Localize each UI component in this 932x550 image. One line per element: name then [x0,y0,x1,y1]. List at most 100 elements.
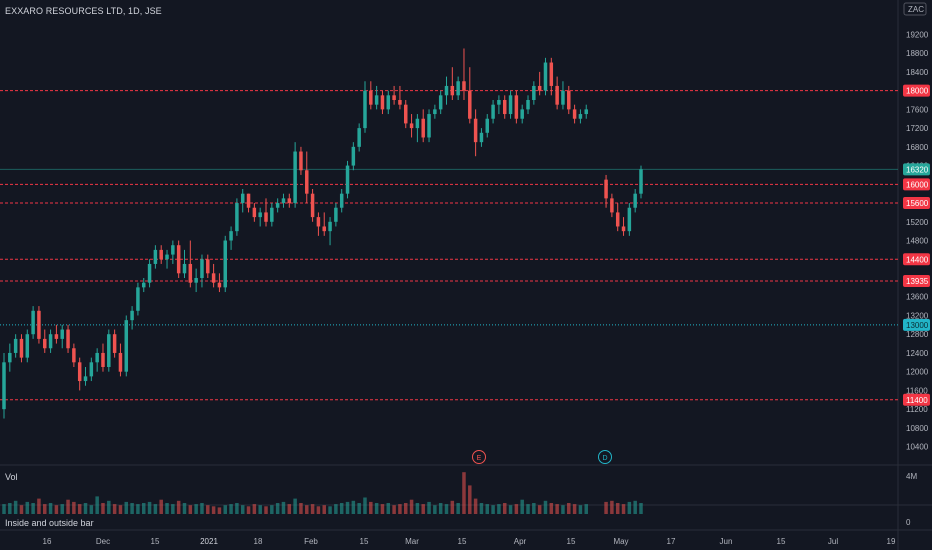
dividend-marker[interactable]: D [598,450,612,464]
candle[interactable] [404,100,408,129]
candle[interactable] [621,217,626,236]
candle[interactable] [159,245,163,264]
candle[interactable] [526,95,530,115]
candle[interactable] [275,198,280,213]
candle[interactable] [31,306,35,339]
candle[interactable] [532,81,536,105]
currency-badge[interactable] [903,2,927,16]
candle[interactable] [165,249,169,269]
candle[interactable] [287,193,292,208]
candle[interactable] [479,128,484,147]
candle[interactable] [549,57,554,96]
candle[interactable] [176,240,181,278]
candle[interactable] [415,114,420,143]
candle[interactable] [188,240,193,288]
candle[interactable] [491,100,495,124]
candle[interactable] [497,95,501,115]
candle[interactable] [72,343,76,367]
candle[interactable] [223,235,227,293]
candle[interactable] [555,76,559,110]
candle[interactable] [2,352,6,419]
candle[interactable] [357,123,361,152]
candle[interactable] [345,160,350,199]
candle[interactable] [252,203,257,222]
candle[interactable] [264,198,268,227]
candle[interactable] [118,343,123,377]
candle[interactable] [13,334,18,358]
candle[interactable] [43,329,47,353]
candle[interactable] [334,203,338,227]
candle[interactable] [615,203,620,232]
candle[interactable] [77,357,82,391]
candle[interactable] [438,90,443,115]
candle[interactable] [537,71,542,96]
candle[interactable] [240,189,245,213]
candle[interactable] [8,343,12,372]
candle[interactable] [543,57,548,96]
candle[interactable] [514,90,519,124]
candle[interactable] [141,278,146,293]
candle[interactable] [339,189,344,213]
candle[interactable] [270,203,274,227]
candle[interactable] [124,315,129,377]
candle[interactable] [572,104,577,124]
candle[interactable] [235,198,239,236]
candle[interactable] [299,146,303,175]
candle[interactable] [322,212,326,236]
candle[interactable] [229,226,233,250]
candle[interactable] [305,151,309,204]
candle[interactable] [610,193,614,218]
candle[interactable] [508,90,513,119]
candle[interactable] [363,81,367,133]
candle[interactable] [217,273,222,293]
candle[interactable] [194,268,198,293]
candle[interactable] [398,85,402,110]
candle[interactable] [392,85,396,105]
candle[interactable] [281,193,286,208]
candle[interactable] [520,104,524,124]
candle[interactable] [473,109,478,157]
candle[interactable] [147,259,152,288]
candle[interactable] [293,142,297,208]
candle[interactable] [584,104,588,119]
candle[interactable] [567,85,571,115]
candle[interactable] [83,367,88,386]
candle[interactable] [328,217,332,246]
candle[interactable] [37,306,41,344]
candle[interactable] [136,282,140,316]
candle[interactable] [462,48,466,100]
candle[interactable] [450,67,455,100]
candle[interactable] [374,85,379,110]
candle[interactable] [60,324,64,349]
candle[interactable] [639,165,643,199]
candle[interactable] [66,324,70,353]
candle[interactable] [182,249,187,278]
candle[interactable] [200,254,204,288]
candle[interactable] [101,343,105,372]
candle[interactable] [502,95,507,119]
candle[interactable] [246,193,251,213]
candle[interactable] [433,104,437,119]
candle[interactable] [604,174,608,208]
candle[interactable] [211,263,216,288]
candle[interactable] [171,240,175,264]
earnings-marker[interactable]: E [472,450,486,464]
candle[interactable] [351,142,356,171]
candle[interactable] [206,254,210,278]
candle[interactable] [25,329,30,363]
candle[interactable] [89,357,94,382]
candle[interactable] [316,212,321,236]
candle[interactable] [444,76,449,105]
candle[interactable] [561,81,565,110]
candle[interactable] [468,67,472,124]
candle[interactable] [456,76,460,100]
candle[interactable] [112,329,117,358]
candle[interactable] [386,90,391,115]
candle[interactable] [258,207,262,227]
candle[interactable] [107,329,111,372]
candle[interactable] [427,109,431,143]
candle[interactable] [409,114,414,138]
candle[interactable] [54,324,59,344]
candle[interactable] [633,189,637,213]
